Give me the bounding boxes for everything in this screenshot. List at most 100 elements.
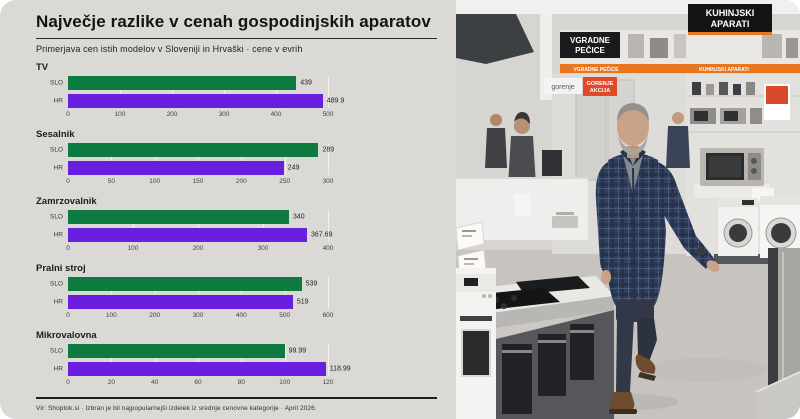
slo-bar	[68, 143, 319, 158]
slo-bar	[68, 344, 285, 359]
gorenje-akcija-sign: GORENJE AKCIJA	[583, 77, 617, 96]
category-label: HR	[53, 97, 63, 105]
axis-tick: 0	[66, 312, 70, 320]
x-axis: 0 100 200 300 400 500	[66, 111, 333, 122]
axis-tick: 600	[322, 312, 334, 320]
chart-plot: SLO 289 HR 249	[50, 143, 334, 176]
chart-group: Sesalnik SLO 289 HR 249 0 50 100 150 200 250 300	[36, 129, 437, 189]
chart-group: TV SLO 439 HR 489.9 0 100 200 300 400 500	[36, 62, 437, 122]
axis-tick: 120	[322, 379, 334, 387]
value-label: 439	[300, 79, 312, 87]
axis-tick: 150	[192, 178, 204, 186]
footer-divider	[36, 397, 437, 400]
hr-bar	[68, 362, 326, 377]
strip-label: KUHINJSKI APARATI	[699, 67, 749, 73]
shopper-arm	[595, 162, 618, 275]
axis-tick: 0	[66, 111, 70, 119]
category-label: SLO	[49, 347, 63, 355]
shopper-head	[617, 108, 649, 146]
chart-title: Pralni stroj	[36, 263, 86, 275]
category-label: HR	[53, 231, 63, 239]
chart-panel: Največje razlike v cenah gospodinjskih a…	[36, 12, 437, 413]
value-label: 519	[296, 298, 309, 306]
bar-row: HR 118.99	[54, 362, 351, 377]
axis-tick: 40	[151, 379, 159, 387]
bar-row: SLO 99.99	[50, 344, 328, 359]
boot	[635, 354, 656, 374]
pos-display	[542, 150, 562, 176]
dishwasher-foreground	[755, 248, 800, 419]
beard	[618, 134, 648, 155]
shopper-hand	[706, 260, 720, 272]
chart-title: Sesalnik	[36, 129, 75, 141]
bar-row: HR 489.9	[54, 94, 344, 109]
axis-tick: 300	[192, 312, 204, 320]
sign-text: KUHINJSKI	[706, 8, 755, 18]
bar-row: SLO 539	[50, 277, 328, 292]
value-label: 539	[305, 280, 318, 288]
source-note: Vir: Shoptok.si · Izbran je bil najpopul…	[36, 405, 317, 413]
bar-row: SLO 340	[50, 210, 328, 225]
axis-tick: 200	[149, 312, 161, 320]
jeans-leg	[616, 318, 634, 392]
axis-tick: 400	[270, 111, 282, 119]
hr-bar	[68, 94, 323, 109]
axis-tick: 100	[105, 312, 117, 320]
shopper-hand	[601, 270, 611, 284]
axis-tick: 250	[279, 178, 291, 186]
gorenje-logo-sign: gorenje	[544, 78, 582, 94]
axis-tick: 100	[114, 111, 126, 119]
x-axis: 0 100 200 300 400 500 600	[66, 312, 333, 323]
axis-tick: 500	[322, 111, 334, 119]
axis-tick: 50	[107, 178, 115, 186]
axis-tick: 100	[127, 245, 139, 253]
axis-tick: 400	[235, 312, 247, 320]
bar-row: HR 249	[54, 161, 328, 176]
axis-tick: 60	[194, 379, 202, 387]
axis-tick: 500	[279, 312, 291, 320]
chart-title: TV	[36, 62, 49, 74]
bar-row: HR 519	[54, 295, 328, 310]
category-label: SLO	[49, 79, 63, 87]
x-axis: 0 20 40 60 80 100 120	[66, 379, 333, 390]
category-label: HR	[53, 365, 63, 373]
axis-tick: 200	[166, 111, 178, 119]
value-label: 118.99	[329, 365, 351, 373]
value-label: 249	[287, 164, 300, 172]
sign-kuhinjski-aparati: KUHINJSKI APARATI	[688, 4, 772, 35]
strip-label: VGRADNE PEČICE	[573, 66, 619, 73]
axis-tick: 400	[322, 245, 334, 253]
bar-row: HR 367.69	[54, 228, 332, 243]
background-shopper	[485, 114, 507, 168]
slo-bar	[68, 210, 289, 225]
sign-text: GORENJE	[587, 81, 614, 87]
hr-bar	[68, 161, 284, 176]
chart-plot: SLO 340 HR 367.69	[50, 210, 332, 243]
title-divider	[36, 38, 437, 40]
white-cooker	[456, 268, 496, 419]
cooking-pot	[552, 216, 578, 228]
jeans-leg	[637, 318, 657, 362]
axis-tick: 300	[257, 245, 269, 253]
axis-tick: 300	[322, 178, 334, 186]
value-label: 99.99	[288, 347, 307, 355]
bar-row: SLO 439	[50, 76, 328, 91]
gray-hair	[617, 103, 649, 122]
x-axis: 0 50 100 150 200 250 300	[66, 178, 333, 189]
axis-tick: 100	[279, 379, 291, 387]
axis-tick: 80	[237, 379, 245, 387]
sign-text: VGRADNE	[570, 36, 611, 45]
category-label: SLO	[49, 213, 63, 221]
category-label: SLO	[49, 146, 63, 154]
hr-bar	[68, 228, 307, 243]
value-label: 289	[322, 146, 335, 154]
value-label: 340	[293, 213, 305, 221]
axis-tick: 0	[66, 245, 70, 253]
wrist-watch	[697, 247, 705, 255]
store-photo-illustration: VGRADNE PEČICE KUHINJSKI APARATI VGRADNE…	[456, 0, 800, 419]
chart-plot: SLO 439 HR 489.9	[50, 76, 344, 109]
plaid-shirt	[604, 153, 666, 308]
chart-plot: SLO 99.99 HR 118.99	[50, 344, 351, 377]
chart-group: Pralni stroj SLO 539 HR 519 0 100 200 300 400 500 6…	[36, 263, 437, 323]
